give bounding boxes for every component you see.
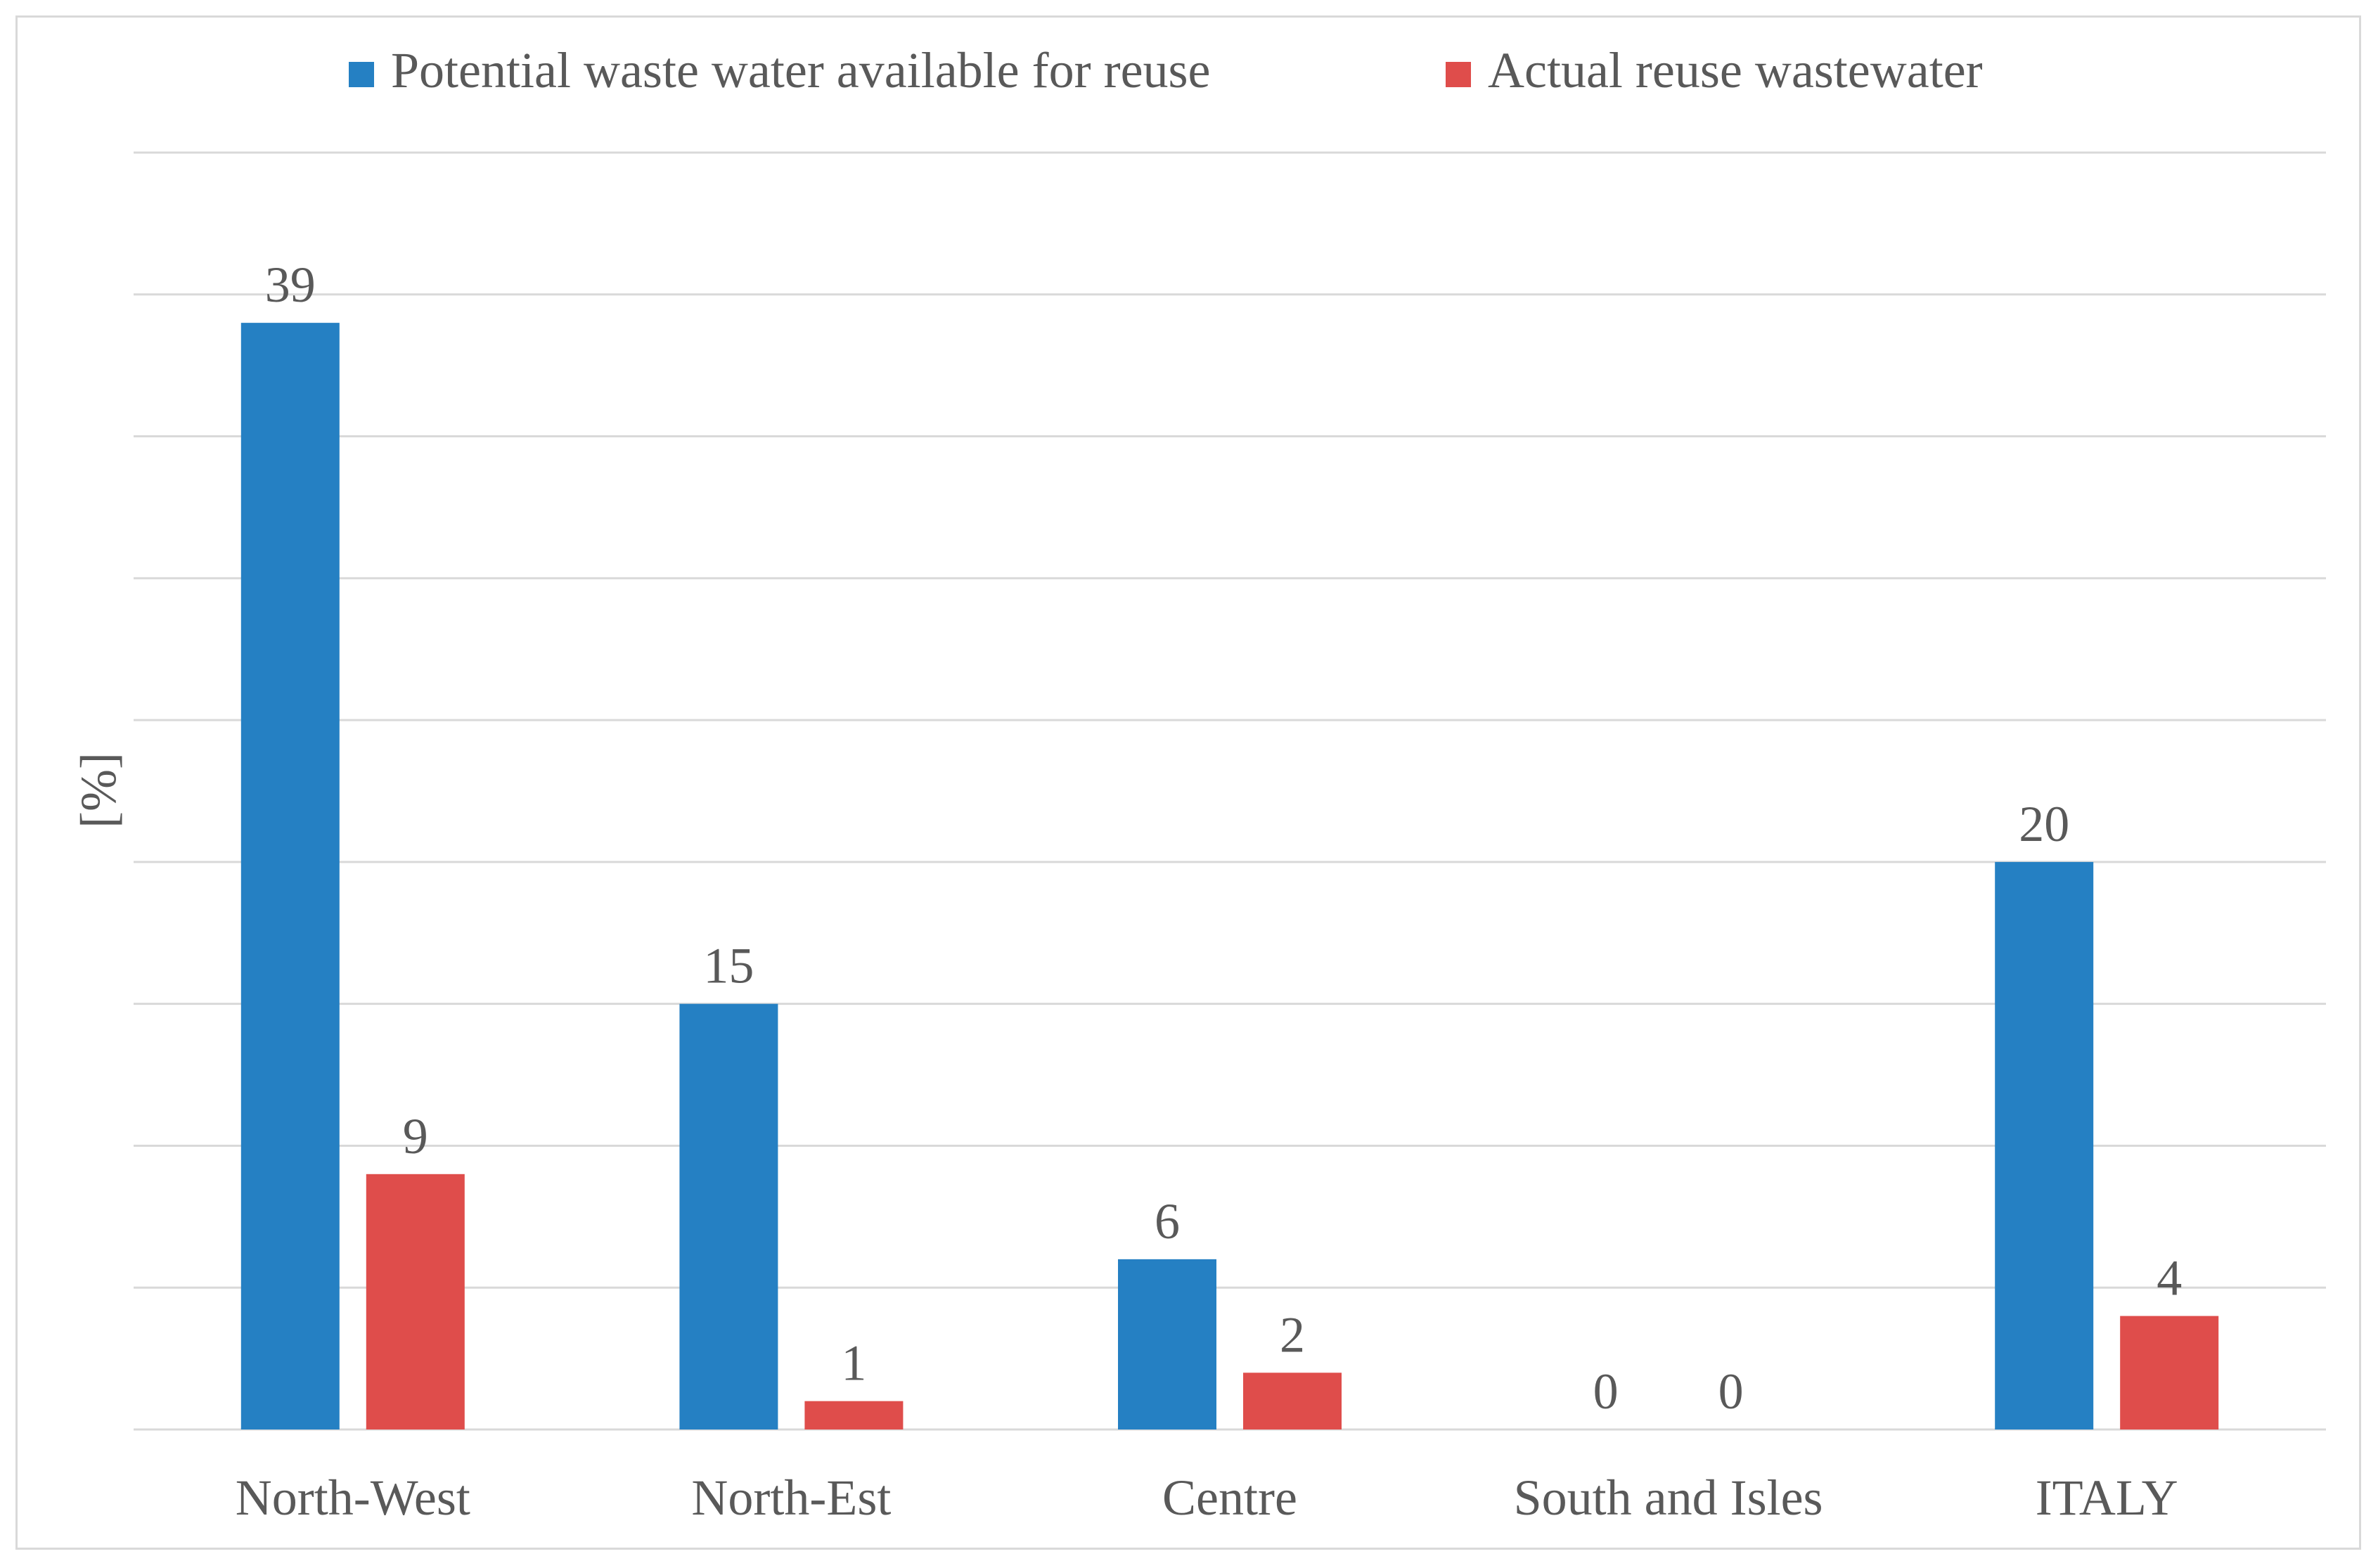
- bar: [366, 1174, 465, 1429]
- legend-label-actual: Actual reuse wastewater: [1488, 42, 1983, 98]
- data-label: 0: [1593, 1363, 1619, 1420]
- data-label: 0: [1718, 1363, 1744, 1420]
- data-label: 39: [265, 257, 316, 313]
- x-tick-label: ITALY: [2036, 1470, 2178, 1526]
- x-tick-label: North-West: [236, 1470, 470, 1526]
- data-label: 6: [1155, 1193, 1180, 1249]
- legend-label-potential: Potential waste water available for reus…: [391, 42, 1211, 98]
- bar: [1995, 861, 2094, 1429]
- y-axis-title: [%]: [70, 752, 127, 828]
- bar: [1243, 1373, 1342, 1429]
- bar: [804, 1401, 904, 1429]
- data-label: 9: [403, 1108, 428, 1164]
- bars: [240, 323, 2219, 1430]
- legend-swatch-actual: [1446, 62, 1471, 87]
- data-label: 1: [841, 1335, 866, 1392]
- data-label: 15: [703, 938, 754, 994]
- bar: [240, 323, 340, 1430]
- x-tick-label: North-Est: [691, 1470, 891, 1526]
- data-label: 20: [2019, 796, 2069, 852]
- legend-swatch-potential: [349, 62, 374, 87]
- data-label: 2: [1280, 1306, 1305, 1363]
- bar: [1118, 1259, 1216, 1429]
- data-label: 4: [2157, 1250, 2182, 1306]
- bar: [679, 1003, 778, 1429]
- bar: [2120, 1316, 2219, 1429]
- x-tick-label: South and Isles: [1514, 1470, 1823, 1526]
- x-tick-label: Centre: [1162, 1470, 1297, 1526]
- legend: Potential waste water available for reus…: [349, 42, 1983, 98]
- x-axis-tick-labels: North-West North-Est Centre South and Isles…: [236, 1470, 2178, 1526]
- gridlines: [134, 151, 2326, 1431]
